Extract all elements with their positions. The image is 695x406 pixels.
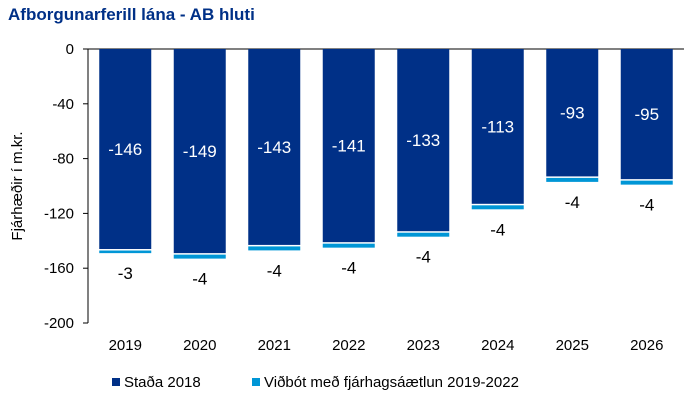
bar-vidbot <box>620 180 673 185</box>
bar-vidbot <box>322 243 375 248</box>
legend-label: Staða 2018 <box>124 374 201 391</box>
x-tick-label: 2020 <box>183 337 216 354</box>
y-tick-label: -120 <box>44 205 74 222</box>
bar-stada-2018 <box>99 49 152 250</box>
data-label-stada-2018: -95 <box>634 105 659 124</box>
y-tick-label: -160 <box>44 260 74 277</box>
y-tick-label: -80 <box>52 151 74 168</box>
x-tick-label: 2021 <box>258 337 291 354</box>
bar-stada-2018 <box>248 49 301 245</box>
bar-vidbot <box>546 177 599 182</box>
data-label-vidbot: -4 <box>192 270 207 289</box>
x-tick-label: 2024 <box>481 337 514 354</box>
x-tick-label: 2025 <box>556 337 589 354</box>
y-tick-label: -200 <box>44 315 74 332</box>
data-label-vidbot: -3 <box>118 264 133 283</box>
legend-label: Viðbót með fjárhagsáætlun 2019-2022 <box>264 374 519 391</box>
bar-vidbot <box>397 232 450 237</box>
legend-swatch <box>112 378 120 386</box>
x-tick-label: 2026 <box>630 337 663 354</box>
data-label-stada-2018: -133 <box>406 131 440 150</box>
bar-stada-2018 <box>620 49 673 180</box>
data-label-stada-2018: -93 <box>560 104 585 123</box>
legend-swatch <box>252 378 260 386</box>
data-label-vidbot: -4 <box>565 193 580 212</box>
y-tick-label: 0 <box>66 41 74 58</box>
x-tick-label: 2022 <box>332 337 365 354</box>
data-label-vidbot: -4 <box>639 196 654 215</box>
bar-vidbot <box>248 246 301 251</box>
bar-vidbot <box>99 250 152 254</box>
bar-stada-2018 <box>397 49 450 232</box>
y-axis-label: Fjárhæðir í m.kr. <box>9 131 26 240</box>
data-label-vidbot: -4 <box>490 220 505 239</box>
data-label-vidbot: -4 <box>416 248 431 267</box>
data-label-stada-2018: -146 <box>108 140 142 159</box>
data-label-vidbot: -4 <box>341 259 356 278</box>
data-label-stada-2018: -141 <box>332 137 366 156</box>
bar-stada-2018 <box>471 49 524 204</box>
bar-stada-2018 <box>546 49 599 177</box>
data-label-vidbot: -4 <box>267 261 282 280</box>
bar-vidbot <box>471 205 524 210</box>
bar-vidbot <box>173 254 226 259</box>
x-tick-label: 2023 <box>407 337 440 354</box>
bar-stada-2018 <box>322 49 375 243</box>
x-tick-label: 2019 <box>109 337 142 354</box>
y-tick-label: -40 <box>52 96 74 113</box>
data-label-stada-2018: -113 <box>481 117 514 136</box>
data-label-stada-2018: -149 <box>183 142 217 161</box>
bar-stada-2018 <box>173 49 226 254</box>
chart-title: Afborgunarferill lána - AB hluti <box>8 5 255 24</box>
data-label-stada-2018: -143 <box>257 138 291 157</box>
